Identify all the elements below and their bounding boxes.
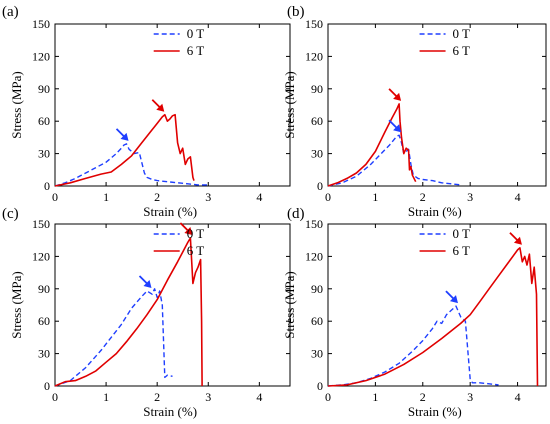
x-axis-label: Strain (%) [143, 204, 197, 219]
peak-arrow-shaft [151, 99, 161, 109]
panel-d: 0 30 60 90 120 150 0 1 2 3 4 Strain (%) Stress (MPa)… [282, 206, 547, 419]
x-tick-label: 2 [154, 190, 160, 204]
peak-arrow-shaft [445, 290, 455, 300]
x-tick-label: 3 [467, 390, 473, 404]
y-tick-label: 60 [311, 314, 323, 328]
panel-label: (b) [287, 4, 305, 20]
x-tick-label: 1 [372, 390, 378, 404]
peak-arrow-shaft [388, 119, 398, 129]
x-tick-label: 4 [256, 390, 262, 404]
legend-label: 0 T [453, 226, 471, 241]
panel-label: (d) [287, 206, 305, 222]
panel-label: (a) [2, 4, 19, 20]
y-tick-label: 90 [311, 282, 323, 296]
y-axis-label: Stress (MPa) [282, 71, 297, 139]
panel-c: 0 30 60 90 120 150 0 1 2 3 4 Strain (%) Stress (MPa)… [2, 206, 291, 419]
y-tick-label: 120 [32, 249, 50, 263]
x-tick-label: 1 [103, 390, 109, 404]
peak-arrow-head [513, 236, 522, 245]
peak-arrow-head [156, 103, 165, 112]
y-tick-label: 60 [38, 314, 50, 328]
peak-arrow-head [184, 227, 193, 236]
x-tick-label: 1 [103, 190, 109, 204]
series-line-zero-field [327, 305, 499, 387]
y-tick-label: 90 [311, 82, 323, 96]
legend-label: 6 T [453, 243, 471, 258]
series-line-zero-field [54, 288, 173, 387]
y-tick-label: 60 [38, 114, 50, 128]
x-axis-label: Strain (%) [408, 204, 462, 219]
y-tick-label: 120 [305, 249, 323, 263]
y-tick-label: 60 [311, 114, 323, 128]
y-tick-label: 150 [305, 217, 323, 231]
panel-b: 0 30 60 90 120 150 0 1 2 3 4 Strain (%) Stress (MPa)… [282, 4, 547, 219]
peak-arrow-head [449, 295, 458, 304]
x-tick-label: 2 [154, 390, 160, 404]
peak-arrow-head [120, 132, 129, 141]
panel-label: (c) [2, 206, 19, 222]
series-line-six-tesla [327, 103, 417, 187]
x-tick-label: 2 [420, 390, 426, 404]
plot-frame [327, 23, 547, 187]
x-tick-label: 1 [372, 190, 378, 204]
y-tick-label: 0 [44, 179, 50, 193]
y-axis-label: Stress (MPa) [9, 71, 24, 139]
legend-label: 0 T [187, 26, 205, 41]
x-tick-label: 3 [467, 190, 473, 204]
y-tick-label: 30 [311, 147, 323, 161]
peak-arrow-shaft [115, 128, 126, 138]
peak-arrow-shaft [179, 222, 190, 232]
y-tick-label: 150 [305, 17, 323, 31]
x-tick-label: 0 [325, 390, 331, 404]
x-tick-label: 3 [205, 190, 211, 204]
x-axis-label: Strain (%) [143, 404, 197, 419]
legend-label: 0 T [187, 226, 205, 241]
y-tick-label: 120 [305, 49, 323, 63]
y-tick-label: 30 [38, 347, 50, 361]
plot-frame [54, 23, 291, 187]
x-tick-label: 0 [52, 390, 58, 404]
series-line-six-tesla [54, 113, 195, 187]
legend-label: 6 T [187, 43, 205, 58]
y-tick-label: 150 [32, 217, 50, 231]
series-line-six-tesla [327, 247, 539, 387]
series-line-zero-field [54, 143, 209, 187]
y-tick-label: 0 [44, 379, 50, 393]
x-tick-label: 0 [52, 190, 58, 204]
legend-label: 6 T [187, 243, 205, 258]
y-tick-label: 90 [38, 82, 50, 96]
x-axis-label: Strain (%) [408, 404, 462, 419]
peak-arrow-head [143, 279, 152, 288]
plot-frame [54, 223, 291, 387]
x-tick-label: 4 [515, 190, 521, 204]
y-axis-label: Stress (MPa) [282, 271, 297, 339]
y-tick-label: 0 [317, 379, 323, 393]
x-tick-label: 3 [205, 390, 211, 404]
y-tick-label: 0 [317, 179, 323, 193]
y-tick-label: 120 [32, 49, 50, 63]
panel-a: 0 30 60 90 120 150 0 1 2 3 4 Strain (%) Stress (MPa)… [2, 4, 291, 219]
series-line-six-tesla [54, 237, 203, 387]
peak-arrow-shaft [138, 275, 149, 285]
x-tick-label: 4 [256, 190, 262, 204]
x-tick-label: 0 [325, 190, 331, 204]
y-axis-label: Stress (MPa) [9, 271, 24, 339]
y-tick-label: 30 [311, 347, 323, 361]
y-tick-label: 30 [38, 147, 50, 161]
y-tick-label: 90 [38, 282, 50, 296]
y-tick-label: 150 [32, 17, 50, 31]
plot-frame [327, 223, 547, 387]
x-tick-label: 4 [515, 390, 521, 404]
peak-arrow-shaft [509, 232, 519, 242]
peak-arrow-head [393, 124, 402, 133]
legend-label: 6 T [453, 43, 471, 58]
peak-arrow-shaft [388, 88, 398, 98]
x-tick-label: 2 [420, 190, 426, 204]
legend-label: 0 T [453, 26, 471, 41]
peak-arrow-head [393, 92, 402, 101]
